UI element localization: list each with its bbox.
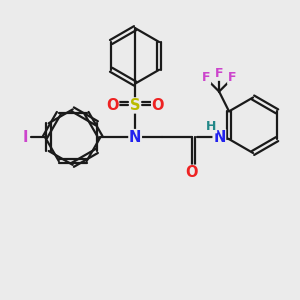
Text: F: F (202, 71, 211, 84)
Text: F: F (228, 71, 236, 84)
Text: N: N (129, 130, 141, 145)
Text: I: I (22, 130, 28, 145)
Text: N: N (213, 130, 226, 145)
Text: O: O (185, 165, 198, 180)
Text: O: O (106, 98, 118, 113)
Text: O: O (152, 98, 164, 113)
Text: H: H (206, 120, 217, 133)
Text: F: F (215, 67, 224, 80)
Text: S: S (130, 98, 140, 113)
